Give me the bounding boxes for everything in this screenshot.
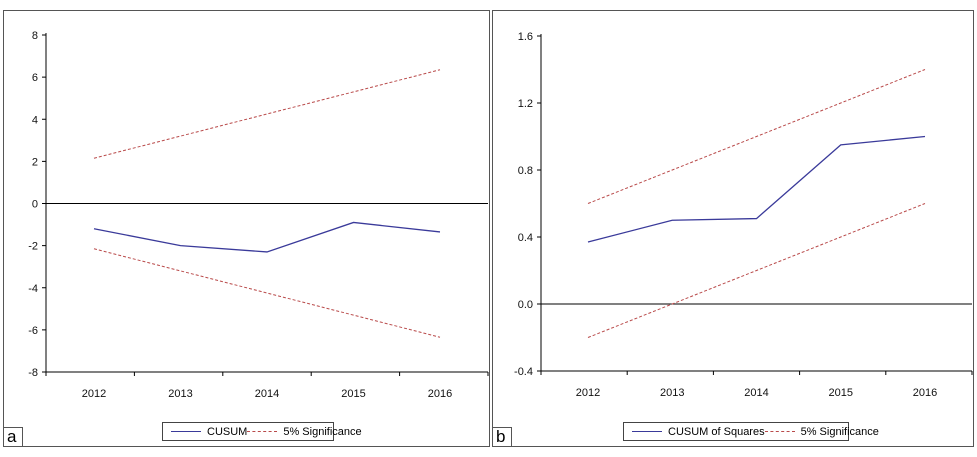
significance-bound-line bbox=[587, 203, 926, 338]
legend-label: CUSUM of Squares bbox=[668, 425, 765, 438]
cusum-squares-chart: 1.6 1.2 0.8 0.4 0.0 -0.4 2012 2013 2014 2015 2016 bbox=[514, 31, 973, 399]
y-tick-label: 1.2 bbox=[518, 98, 533, 110]
y-tick-label: -0.4 bbox=[514, 366, 533, 378]
y-tick-label: 8 bbox=[32, 30, 38, 42]
legend-item-cusum: CUSUM bbox=[171, 426, 247, 438]
y-tick-label: 0.4 bbox=[518, 232, 533, 244]
x-tick-label: 2013 bbox=[660, 387, 684, 399]
cusum-chart: 8 6 4 2 0 -2 -4 -6 -8 2012 2013 2014 2015 2016 bbox=[28, 30, 489, 400]
x-tick-label: 2014 bbox=[744, 387, 768, 399]
x-tick-label: 2015 bbox=[341, 388, 365, 400]
significance-bound-line bbox=[93, 248, 441, 338]
series-line bbox=[587, 135, 926, 243]
x-tick-label: 2015 bbox=[829, 387, 853, 399]
y-tick-label: -6 bbox=[28, 325, 38, 337]
y-tick-label: -8 bbox=[28, 367, 38, 379]
legend-swatch-dashed bbox=[764, 431, 795, 432]
legend-item-cusum-squares: CUSUM of Squares bbox=[632, 426, 765, 438]
y-tick-label: 6 bbox=[32, 72, 38, 84]
y-tick-label: 1.6 bbox=[518, 31, 533, 43]
x-tick-label: 2016 bbox=[913, 387, 937, 399]
legend-label: 5% Significance bbox=[283, 425, 362, 438]
legend-item-significance: 5% Significance bbox=[764, 425, 879, 438]
y-tick-label: -4 bbox=[28, 283, 38, 295]
y-tick-label: -2 bbox=[28, 241, 38, 253]
legend-b: CUSUM of Squares 5% Significance bbox=[623, 422, 879, 441]
panel-label-b: b bbox=[492, 427, 513, 447]
x-tick-label: 2012 bbox=[576, 387, 600, 399]
y-tick-label: 4 bbox=[32, 114, 38, 126]
series-line bbox=[93, 221, 441, 253]
legend-swatch-solid bbox=[171, 431, 201, 432]
legend-a: CUSUM 5% Significance bbox=[162, 422, 362, 441]
x-tick-label: 2014 bbox=[255, 388, 279, 400]
y-tick-label: 0.0 bbox=[518, 299, 533, 311]
legend-swatch-dashed bbox=[247, 431, 278, 432]
x-tick-label: 2016 bbox=[428, 388, 452, 400]
significance-bound-line bbox=[93, 69, 441, 159]
significance-bound-line bbox=[587, 69, 926, 204]
y-tick-label: 0.8 bbox=[518, 165, 533, 177]
y-tick-label: 0 bbox=[32, 199, 38, 211]
legend-label: 5% Significance bbox=[800, 425, 879, 438]
chart-panel-b: 1.6 1.2 0.8 0.4 0.0 -0.4 2012 2013 2014 2015 2016 … bbox=[492, 10, 974, 447]
y-tick-label: 2 bbox=[32, 156, 38, 168]
x-tick-label: 2012 bbox=[82, 388, 106, 400]
chart-panel-a: 8 6 4 2 0 -2 -4 -6 -8 2012 2013 2014 2015 2016 CUSUM … bbox=[3, 10, 490, 447]
legend-swatch-solid bbox=[632, 431, 662, 432]
x-tick-label: 2013 bbox=[168, 388, 192, 400]
panel-label-a: a bbox=[3, 427, 24, 447]
legend-label: CUSUM bbox=[207, 425, 248, 438]
legend-item-significance: 5% Significance bbox=[247, 425, 362, 438]
